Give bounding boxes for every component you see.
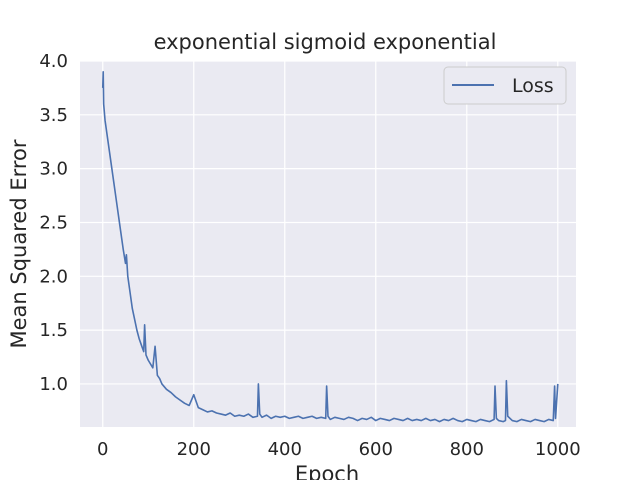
legend-box <box>443 66 567 105</box>
y-tick-label: 3.0 <box>39 159 68 180</box>
legend-label-loss: Loss <box>512 75 554 97</box>
x-tick-label: 1000 <box>535 439 581 460</box>
y-tick-label: 1.0 <box>39 374 68 395</box>
x-tick-label: 200 <box>177 439 211 460</box>
y-tick-labels: 1.0 1.5 2.0 2.5 3.0 3.5 4.0 <box>39 51 68 395</box>
y-tick-label: 2.0 <box>39 266 68 287</box>
x-axis-label: Epoch <box>295 462 359 480</box>
x-tick-label: 800 <box>450 439 484 460</box>
x-tick-labels: 0 200 400 600 800 1000 <box>97 439 581 460</box>
y-axis-label: Mean Squared Error <box>7 139 31 348</box>
y-tick-label: 2.5 <box>39 212 68 233</box>
y-tick-label: 1.5 <box>39 320 68 341</box>
y-tick-label: 4.0 <box>39 51 68 72</box>
series-layer <box>101 70 559 423</box>
x-tick-label: 400 <box>268 439 302 460</box>
y-tick-label: 3.5 <box>39 105 68 126</box>
x-tick-label: 0 <box>97 439 108 460</box>
legend: Loss <box>443 66 567 105</box>
series-line-loss <box>101 70 559 423</box>
chart-title: exponential sigmoid exponential <box>154 30 497 54</box>
grid-lines <box>80 60 576 427</box>
x-tick-label: 600 <box>359 439 393 460</box>
plot-background <box>80 61 576 427</box>
